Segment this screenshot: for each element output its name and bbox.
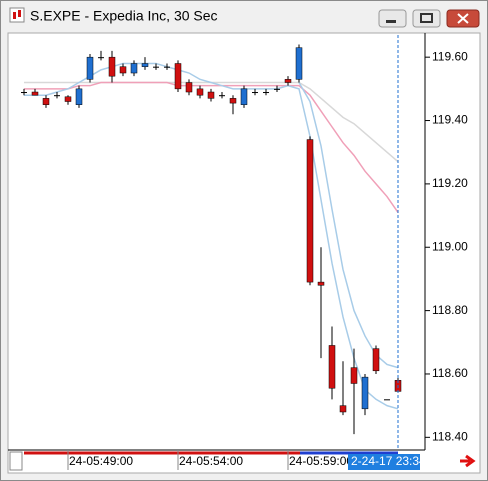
candle-body (86, 56, 94, 80)
y-tick-label: 119.20 (432, 176, 468, 190)
indicator-line (24, 62, 399, 410)
candle-body (252, 92, 258, 94)
indicator-line (24, 81, 399, 213)
y-tick-label: 118.40 (432, 430, 468, 444)
candle-body (317, 281, 325, 286)
candle-body (108, 56, 116, 77)
candle-body (185, 82, 193, 93)
app-icon-bar (13, 12, 16, 19)
cursor-label: 2-24-17 23:34:00 (351, 454, 443, 468)
candle-body (372, 348, 380, 372)
candle-body (207, 91, 215, 99)
window-title: S.EXPE - Expedia Inc, 30 Sec (30, 8, 218, 24)
maximize-icon (420, 13, 433, 23)
plot: 118.40 118.60 118.80 119.00 119.20 119.40 119.… (21, 35, 468, 470)
candle-body (75, 88, 83, 105)
close-icon (457, 13, 469, 24)
candle-body (263, 92, 269, 94)
candle-body (306, 139, 314, 283)
app-icon (9, 7, 25, 23)
minimize-button[interactable] (378, 9, 407, 28)
candle-body (164, 66, 170, 68)
candle-body (339, 405, 347, 413)
x-tick-label: 24-05:54:00 (179, 454, 243, 468)
candle-body (274, 88, 280, 90)
cursor-label-box (348, 454, 420, 470)
candle-body (119, 66, 127, 74)
y-tick-label: 119.00 (432, 239, 468, 253)
candle-body (130, 63, 138, 74)
candle-body (98, 57, 104, 59)
y-tick-label: 119.60 (432, 49, 468, 63)
candle-body (295, 47, 303, 80)
candle-body (328, 345, 336, 389)
candle-body (141, 63, 149, 67)
candle-body (21, 92, 27, 94)
candle-body (284, 79, 292, 83)
candle-body (240, 88, 248, 105)
candle-body (42, 98, 50, 105)
y-tick-label: 118.80 (432, 303, 468, 317)
app-icon-bar (18, 10, 21, 17)
x-tick-label: 24-05:59:00 (289, 454, 353, 468)
minimize-icon (386, 20, 396, 23)
maximize-button[interactable] (412, 9, 441, 28)
candle-body (54, 95, 60, 97)
scroll-handle[interactable] (9, 451, 23, 471)
indicator-line (298, 82, 399, 369)
candle-body (219, 95, 225, 97)
candle-body (384, 399, 390, 401)
candle-body (350, 367, 358, 384)
candle-body (31, 91, 39, 96)
candle-body (64, 96, 72, 102)
candle-body (174, 63, 182, 90)
candle-body (153, 66, 159, 68)
x-tick-label: 24-05:49:00 (69, 454, 133, 468)
candle-body (196, 88, 204, 96)
candle-body (361, 376, 369, 410)
candle-body (229, 98, 237, 104)
y-tick-label: 118.60 (432, 366, 468, 380)
y-tick-label: 119.40 (432, 113, 468, 127)
scroll-right-arrow[interactable] (460, 454, 476, 468)
